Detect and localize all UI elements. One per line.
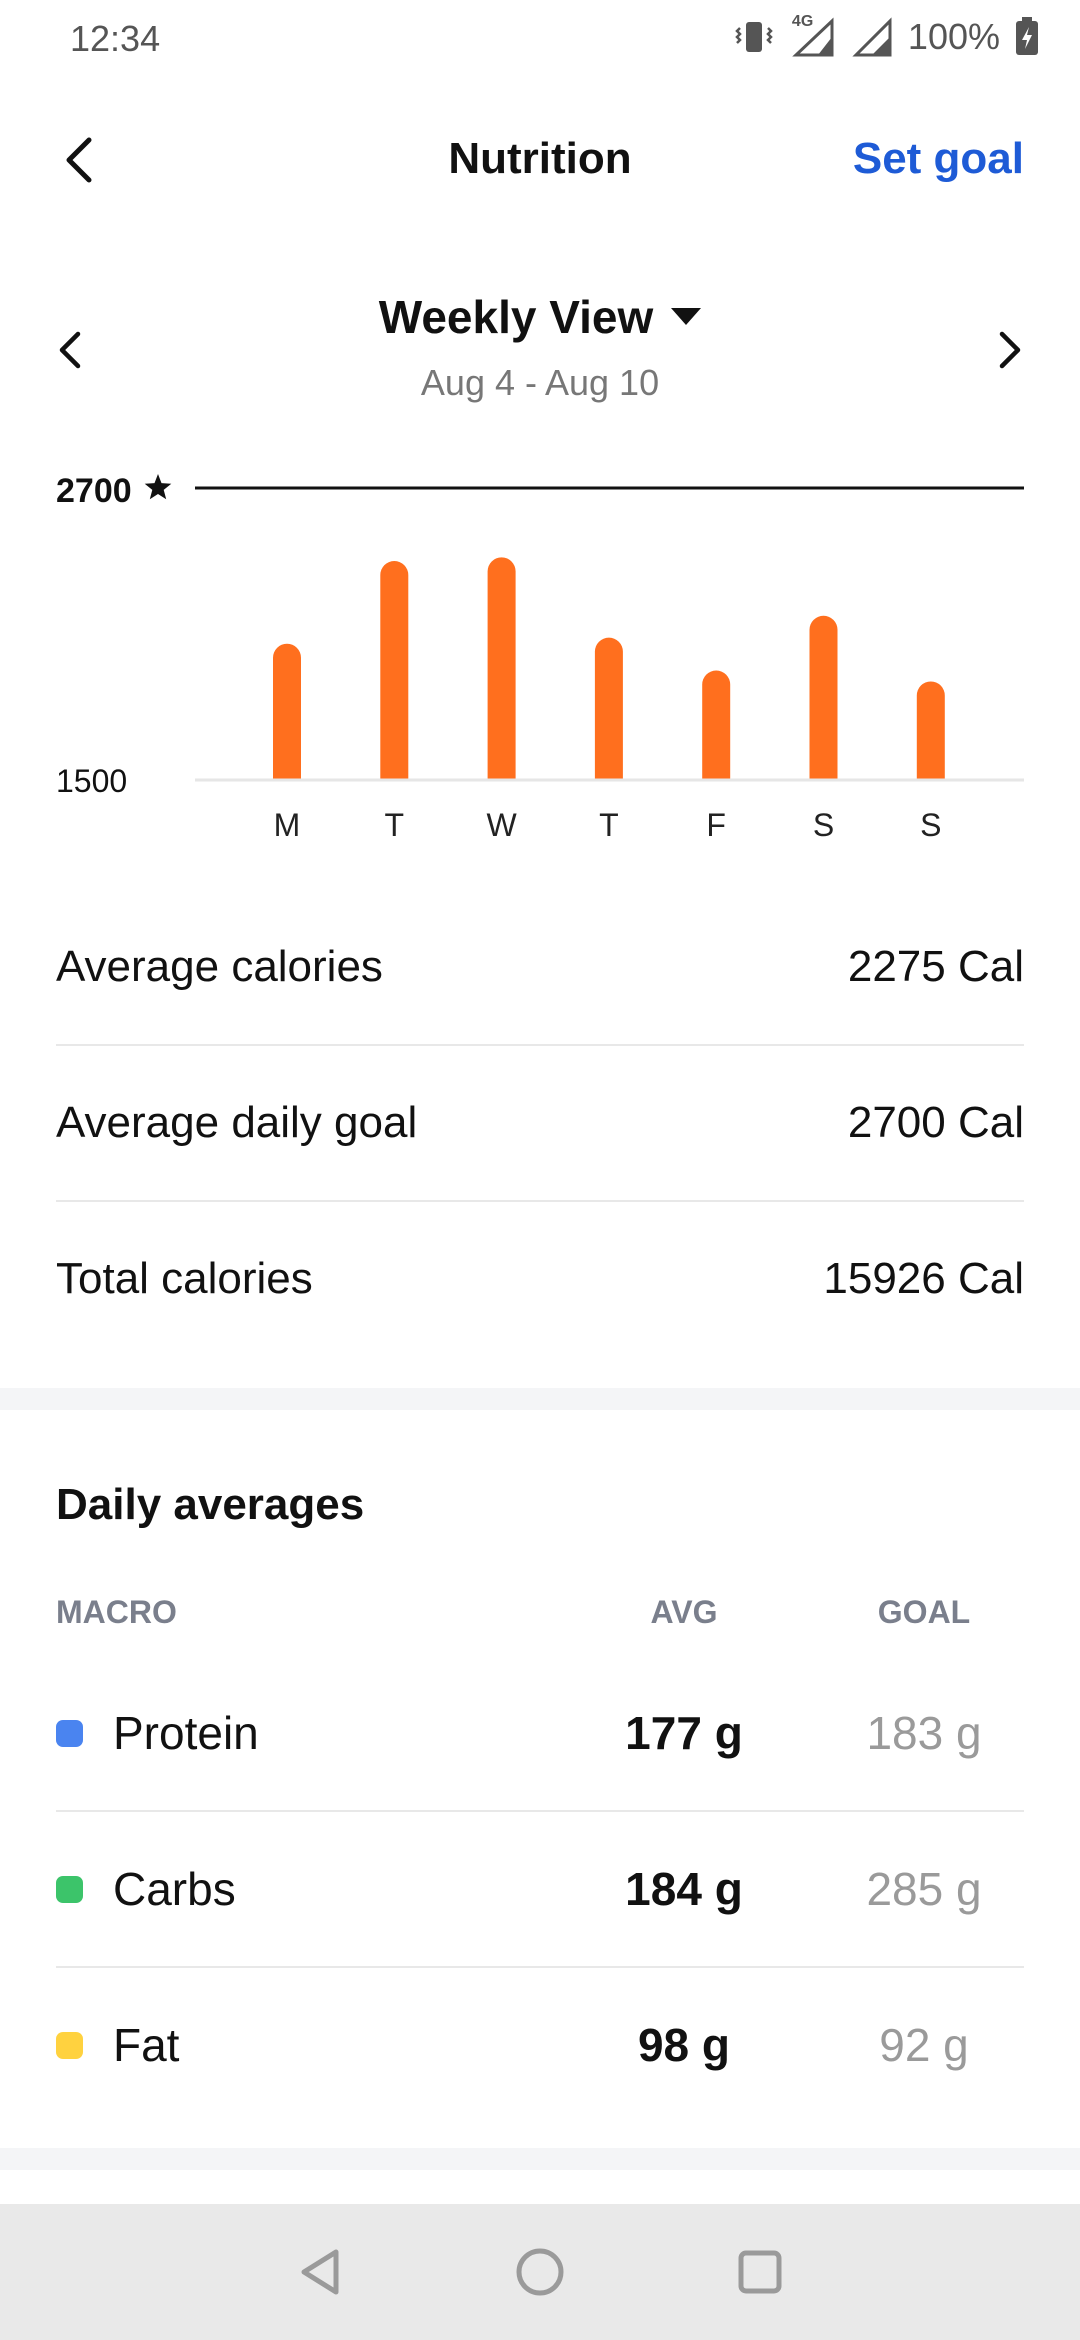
stat-label: Average daily goal — [56, 1098, 418, 1147]
back-triangle-icon — [301, 2249, 339, 2295]
bar — [809, 615, 838, 794]
caret-down-icon — [671, 308, 702, 326]
stat-label: Average calories — [56, 942, 383, 991]
stat-row-average-calories: Average calories 2275 Cal — [56, 890, 1024, 1046]
bar-base-mask — [379, 780, 410, 808]
x-tick-label: M — [274, 807, 301, 843]
bar — [273, 643, 301, 794]
recents-square-icon — [738, 2250, 782, 2294]
bar — [380, 561, 409, 794]
stat-label: Total calories — [56, 1254, 313, 1303]
section-divider — [0, 1388, 1080, 1410]
set-goal-button[interactable]: Set goal — [852, 134, 1024, 183]
back-button[interactable] — [55, 130, 105, 190]
y-label-top: 2700 — [56, 472, 132, 510]
x-tick-label: S — [920, 807, 941, 843]
calorie-bar-chart: 2700 1500 M T W T F S S — [56, 472, 1024, 843]
header-goal: GOAL — [877, 1593, 971, 1630]
date-range: Aug 4 - Aug 10 — [420, 362, 660, 403]
app-header: Nutrition Set goal — [0, 110, 1080, 210]
chevron-left-icon — [59, 331, 81, 369]
macro-name: Fat — [113, 2019, 180, 2071]
bar — [487, 557, 516, 794]
home-circle-icon — [516, 2248, 564, 2296]
system-nav-bar — [0, 2204, 1080, 2340]
bar-base-mask — [272, 780, 302, 808]
macro-avg: 184 g — [625, 1863, 743, 1915]
view-dropdown[interactable]: Weekly View — [0, 290, 1080, 344]
stat-value: 2275 Cal — [847, 942, 1024, 991]
macro-goal: 285 g — [866, 1863, 982, 1915]
bar — [702, 670, 731, 794]
macro-goal: 92 g — [879, 2019, 969, 2071]
stat-value: 2700 Cal — [847, 1098, 1024, 1147]
carbs-color-dot — [56, 1875, 83, 1903]
fat-color-dot — [56, 2031, 83, 2059]
section-title: Daily averages — [56, 1480, 365, 1529]
header-avg: AVG — [650, 1593, 718, 1630]
stat-value: 15926 Cal — [823, 1254, 1024, 1303]
macro-table-header: MACRO AVG GOAL — [56, 1592, 1024, 1632]
battery-percent: 100% — [907, 16, 1000, 57]
next-week-button[interactable] — [990, 320, 1030, 380]
stat-row-total-calories: Total calories 15926 Cal — [56, 1202, 1024, 1356]
bar-base-mask — [593, 780, 624, 808]
header-macro: MACRO — [56, 1593, 177, 1630]
view-dropdown-label: Weekly View — [378, 291, 654, 343]
previous-week-button[interactable] — [50, 320, 90, 380]
status-bar: 12:34 4G 100% — [0, 0, 1080, 80]
signal-icon — [852, 17, 894, 57]
macro-row-fat: Fat 98 g 92 g — [56, 1968, 1024, 2122]
section-divider — [0, 2148, 1080, 2170]
x-tick-label: S — [813, 807, 834, 843]
bar — [916, 681, 945, 794]
macro-name: Carbs — [113, 1863, 236, 1915]
x-tick-label: F — [706, 807, 726, 843]
bar-base-mask — [701, 780, 732, 808]
macro-avg: 177 g — [625, 1707, 743, 1759]
calorie-stats: Average calories 2275 Cal Average daily … — [56, 890, 1024, 1356]
daily-averages-section: Daily averages MACRO AVG GOAL Protein 17… — [56, 1480, 1024, 2122]
calorie-chart: 2700 1500 M T W T F S S — [0, 450, 1080, 870]
protein-color-dot — [56, 1719, 83, 1747]
period-selector: Weekly View Aug 4 - Aug 10 — [0, 280, 1080, 420]
bar-base-mask — [808, 780, 839, 808]
status-time: 12:34 — [70, 18, 161, 59]
x-tick-label: T — [599, 807, 619, 843]
x-tick-label: T — [385, 807, 405, 843]
y-label-bottom: 1500 — [56, 763, 127, 799]
vibrate-icon — [734, 18, 774, 56]
battery-charging-icon — [1014, 17, 1040, 57]
macro-name: Protein — [113, 1707, 259, 1759]
signal-4g-icon: 4G — [788, 13, 838, 57]
chevron-left-icon — [66, 137, 92, 183]
macro-goal: 183 g — [866, 1707, 982, 1759]
stat-row-average-daily-goal: Average daily goal 2700 Cal — [56, 1046, 1024, 1202]
nav-recents-button[interactable] — [730, 2242, 790, 2302]
network-label: 4G — [791, 13, 814, 30]
bar-base-mask — [486, 780, 517, 808]
bar — [594, 637, 623, 794]
macro-avg: 98 g — [637, 2019, 731, 2071]
nav-back-button[interactable] — [290, 2242, 350, 2302]
star-icon — [144, 474, 172, 500]
bar-base-mask — [915, 780, 946, 808]
macro-row-carbs: Carbs 184 g 285 g — [56, 1812, 1024, 1968]
x-tick-label: W — [486, 807, 517, 843]
macro-row-protein: Protein 177 g 183 g — [56, 1656, 1024, 1812]
page-title: Nutrition — [448, 134, 632, 183]
nav-home-button[interactable] — [510, 2242, 570, 2302]
chevron-right-icon — [999, 331, 1021, 369]
status-icons: 4G 100% — [734, 13, 1040, 58]
